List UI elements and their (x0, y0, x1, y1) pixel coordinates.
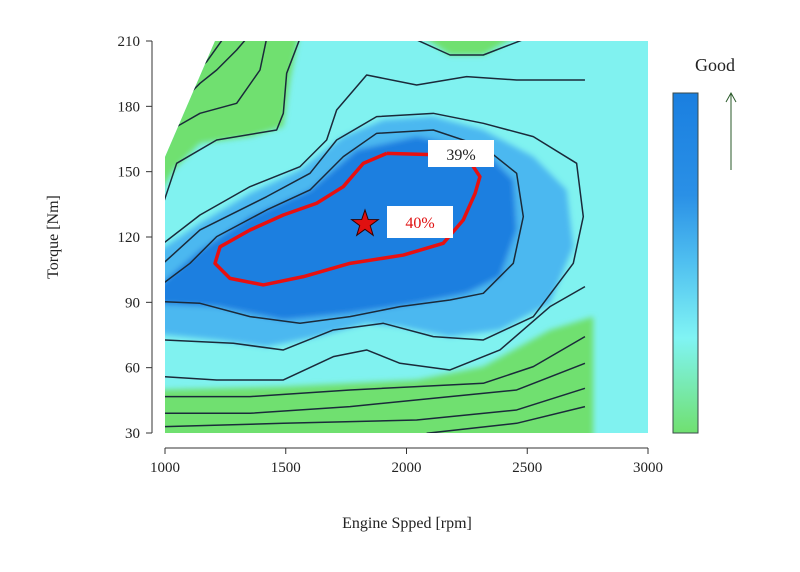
annotations: 39% 40% (350, 140, 494, 238)
contour-line (182, 41, 248, 101)
contour-line (412, 41, 527, 56)
y-tick-label: 60 (125, 361, 140, 377)
contour-line (426, 405, 586, 433)
contour-line (165, 285, 586, 381)
label-40-percent: 40% (405, 215, 434, 232)
contour-line (165, 387, 586, 428)
dark-blue-region (165, 136, 517, 320)
contour-line (165, 41, 301, 204)
y-tick-label: 90 (125, 295, 140, 311)
contour-40-percent (213, 151, 482, 287)
x-tick-label: 1000 (150, 460, 180, 476)
y-tick-label: 120 (118, 230, 141, 246)
green-region-top-right (413, 41, 527, 55)
contour-lines (165, 41, 586, 433)
y-tick-label: 30 (125, 426, 140, 442)
x-tick-label: 2500 (512, 460, 542, 476)
green-region-bottom (165, 316, 594, 433)
label-box-39 (428, 140, 494, 167)
colorbar: Good (672, 55, 737, 434)
x-tick-label: 2000 (392, 460, 422, 476)
contour-line (165, 129, 525, 325)
contour-line (176, 41, 268, 128)
label-39-percent: 39% (446, 147, 475, 164)
arrow-up-icon (725, 91, 737, 170)
operating-point-star-icon (350, 208, 380, 237)
y-tick-label: 150 (118, 165, 141, 181)
colorbar-label-good: Good (695, 55, 735, 75)
plot-area (165, 41, 648, 433)
contour-line (165, 335, 586, 398)
x-tick-label: 3000 (633, 460, 663, 476)
y-axis-label: Torque [Nm] (45, 195, 62, 279)
contour-line (165, 362, 586, 415)
y-tick-label: 210 (118, 34, 141, 50)
y-axis: 30 60 90 120 150 180 210 Torque [Nm] (45, 34, 153, 442)
contour-line (165, 74, 585, 244)
colorbar-gradient (672, 92, 699, 434)
x-axis: 1000 1500 2000 2500 3000 Engine Spped [rpm] (150, 447, 663, 532)
label-box-40 (387, 206, 453, 238)
x-tick-label: 1500 (271, 460, 301, 476)
contour-line (165, 112, 585, 351)
y-tick-label: 180 (118, 99, 141, 115)
x-axis-label: Engine Spped [rpm] (342, 515, 472, 532)
